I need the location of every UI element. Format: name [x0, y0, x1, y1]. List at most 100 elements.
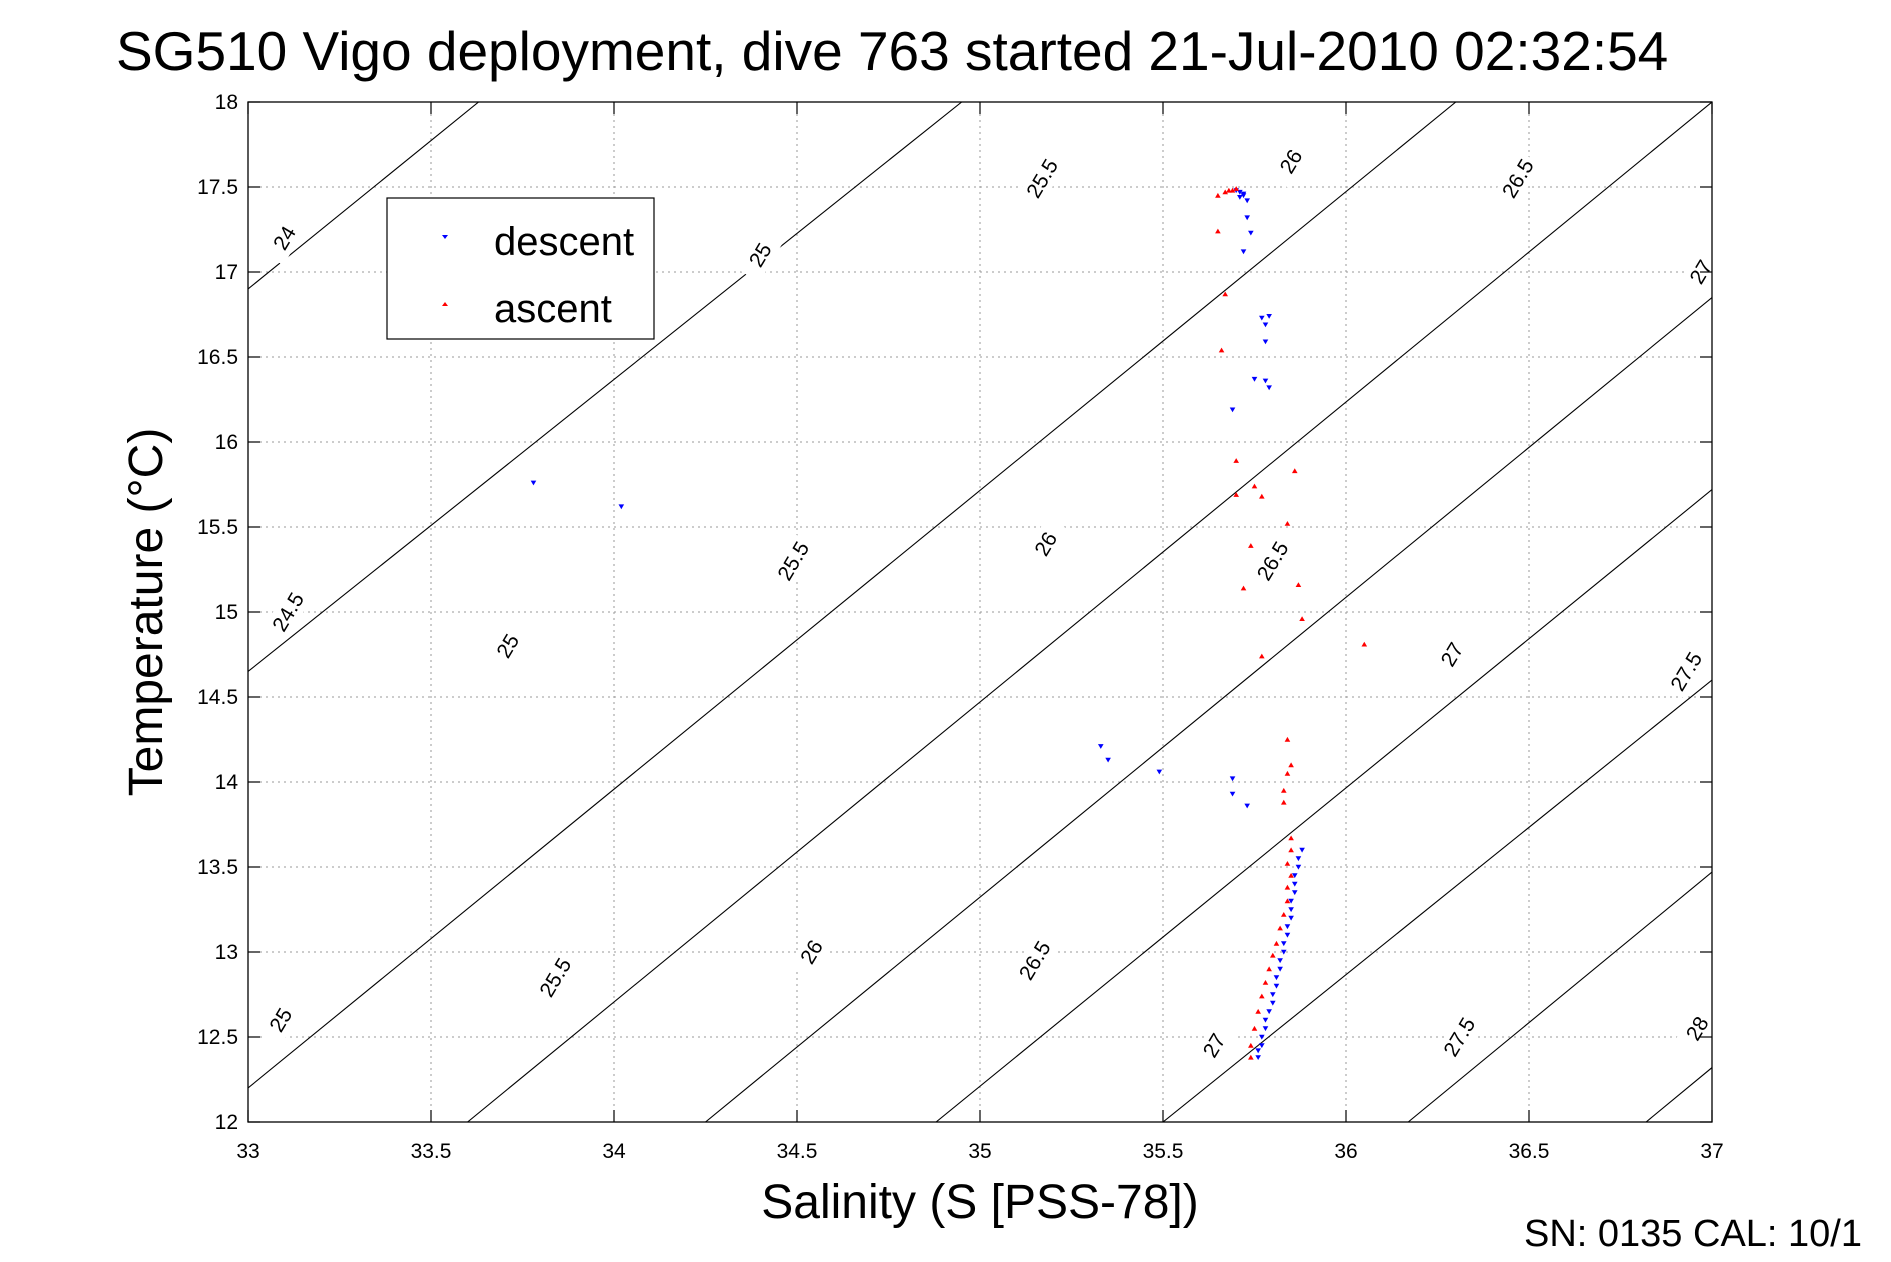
density-contour-26.5	[935, 489, 1712, 1122]
ascent-point	[1259, 993, 1265, 999]
ascent-point	[1233, 186, 1239, 191]
descent-point	[1229, 776, 1236, 782]
ascent-point	[1299, 616, 1305, 621]
ascent-point	[1266, 966, 1272, 972]
legend-ascent-marker	[442, 302, 448, 306]
ascent-point	[1248, 1054, 1254, 1060]
descent-point	[1262, 322, 1269, 328]
ascent-point	[1218, 347, 1225, 353]
contour-label-background	[1022, 516, 1070, 572]
descent-point	[1266, 1009, 1272, 1015]
ascent-point	[1284, 770, 1291, 776]
density-contour-24.5	[248, 102, 963, 672]
descent-point	[1237, 195, 1243, 200]
ascent-point	[1288, 872, 1294, 878]
ascent-point	[1248, 543, 1254, 548]
ascent-point	[1291, 468, 1298, 474]
ascent-point	[1284, 736, 1291, 742]
contour-label-background	[1428, 627, 1476, 682]
contour-label-background	[1662, 644, 1710, 699]
contour-label-background	[261, 210, 309, 266]
ascent-point	[1280, 787, 1287, 793]
contour-label-background	[531, 950, 579, 1005]
ascent-point	[1248, 1042, 1254, 1048]
y-tick-label: 15	[215, 601, 238, 624]
descent-point	[1280, 949, 1287, 955]
ascent-point	[1273, 940, 1280, 946]
density-contour-28	[1645, 1067, 1712, 1122]
descent-point	[1273, 983, 1280, 989]
x-tick-label: 35	[968, 1140, 991, 1163]
contour-label-background	[1435, 1009, 1483, 1065]
ascent-point	[1288, 835, 1294, 841]
descent-point	[1244, 198, 1250, 204]
y-tick-label: 18	[215, 91, 238, 114]
contour-label-group: 25	[484, 618, 532, 674]
density-contour-25.5	[467, 102, 1712, 1122]
ascent-point	[1259, 653, 1265, 659]
descent-point	[1259, 1043, 1265, 1049]
descent-point	[1266, 385, 1272, 391]
contour-label-background	[1249, 533, 1297, 589]
density-contour-27	[1162, 679, 1712, 1122]
grid	[248, 102, 1712, 1122]
descent-point	[1156, 769, 1163, 775]
descent-point	[1244, 803, 1250, 809]
ascent-point	[1222, 189, 1229, 195]
contour-label-group: 25.5	[1018, 151, 1066, 206]
x-axis-label: Salinity (S [PSS-78])	[761, 1176, 1198, 1229]
ascent-point	[1277, 925, 1283, 931]
axis-ticks: 33 33.5 34 34.5 35 35.5 36 36.5 37 12 12.5 13 13.5 14…	[197, 91, 1724, 1163]
descent-point	[1237, 189, 1243, 195]
legend-descent-label: descent	[494, 220, 634, 264]
x-tick-label: 37	[1700, 1140, 1723, 1163]
ascent-point	[1284, 884, 1291, 890]
ascent-point	[1284, 521, 1291, 526]
descent-point	[1284, 924, 1291, 930]
y-tick-label: 17.5	[197, 176, 238, 199]
ascent-point	[1229, 187, 1236, 193]
contour-label-background	[1494, 151, 1542, 206]
contour-label-background	[736, 227, 784, 283]
y-tick-label: 13.5	[197, 856, 238, 879]
density-contour-27.5	[1407, 871, 1712, 1122]
x-tick-label: 35.5	[1143, 1140, 1184, 1163]
descent-point	[1251, 376, 1258, 382]
ascent-point	[1215, 228, 1221, 234]
descent-point	[1255, 1048, 1261, 1054]
descent-point	[1270, 992, 1276, 998]
x-tick-label: 33	[236, 1140, 259, 1163]
y-axis-label: Temperature (°C)	[120, 428, 173, 797]
ascent-point	[1288, 847, 1294, 853]
contour-label-background	[1011, 933, 1059, 988]
descent-point	[1299, 847, 1305, 853]
sensor-calibration-footer: SN: 0135 CAL: 10/1	[1524, 1213, 1862, 1255]
ascent-point	[1280, 799, 1287, 805]
y-tick-label: 17	[215, 261, 238, 284]
legend-ascent-label: ascent	[494, 287, 612, 331]
descent-point	[1291, 881, 1298, 887]
descent-point	[1295, 864, 1302, 870]
contour-label-background	[1190, 1018, 1238, 1073]
descent-point	[1229, 407, 1236, 413]
contour-label-background	[769, 533, 817, 589]
descent-point	[1280, 941, 1287, 947]
descent-point	[1105, 757, 1111, 763]
ascent-point	[1262, 980, 1269, 985]
data-points	[530, 186, 1368, 1060]
density-contours	[248, 102, 1712, 1122]
legend-box	[386, 197, 655, 340]
ascent-point	[1233, 492, 1239, 497]
descent-point	[1277, 958, 1283, 964]
descent-point	[1266, 314, 1272, 319]
descent-point	[1273, 975, 1280, 981]
ascent-point	[1226, 187, 1232, 193]
descent-point	[1248, 230, 1254, 236]
ascent-point	[1251, 483, 1258, 489]
y-tick-label: 12.5	[197, 1026, 238, 1049]
descent-point	[1288, 915, 1294, 921]
descent-point	[1262, 1026, 1269, 1032]
descent-point	[1262, 1017, 1269, 1023]
